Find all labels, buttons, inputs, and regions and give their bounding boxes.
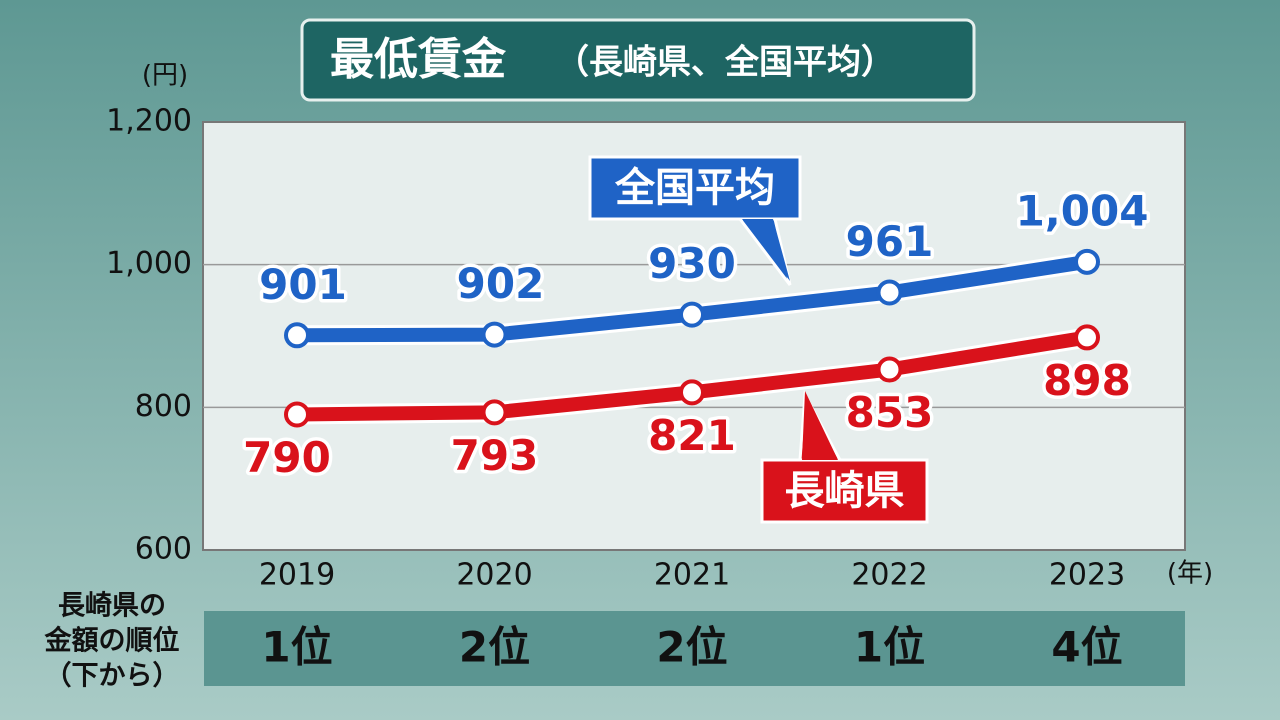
x-tick-label: 2022 bbox=[851, 558, 927, 593]
y-tick-label: 600 bbox=[135, 532, 192, 567]
rank-label: 長崎県の bbox=[58, 591, 166, 622]
data-point bbox=[679, 301, 705, 328]
rank-value: 2位 bbox=[459, 623, 530, 672]
data-point bbox=[284, 322, 310, 349]
rank-bar bbox=[204, 611, 1185, 686]
value-label: 901 bbox=[259, 260, 347, 309]
rank-value: 2位 bbox=[656, 623, 727, 672]
title-box bbox=[300, 18, 976, 102]
rank-value: 1位 bbox=[261, 623, 332, 672]
value-label: 793 bbox=[451, 431, 539, 480]
value-label: 930 bbox=[648, 239, 736, 288]
legend-box bbox=[760, 458, 929, 524]
chart-subtitle: （長崎県、全国平均） bbox=[555, 43, 895, 83]
value-label: 821 bbox=[648, 411, 736, 460]
x-tick-label: 2020 bbox=[456, 558, 532, 593]
value-label: 790 bbox=[243, 433, 331, 482]
data-point bbox=[481, 399, 508, 426]
legend-box bbox=[588, 155, 802, 221]
data-point bbox=[679, 379, 705, 406]
x-tick-label: 2019 bbox=[259, 558, 335, 593]
y-tick-label: 1,000 bbox=[106, 246, 192, 281]
data-point bbox=[876, 356, 903, 383]
value-label: 898 bbox=[1043, 356, 1131, 405]
x-unit: (年) bbox=[1167, 559, 1213, 589]
x-tick-label: 2021 bbox=[654, 558, 730, 593]
data-point bbox=[284, 401, 310, 428]
legend-pointer-fill bbox=[742, 219, 790, 281]
y-tick-label: 1,200 bbox=[106, 104, 192, 139]
rank-label: 金額の順位 bbox=[44, 625, 180, 657]
value-label: 1,004 bbox=[1016, 186, 1149, 235]
legend-pointer-fill bbox=[802, 391, 838, 460]
x-tick-label: 2023 bbox=[1049, 558, 1125, 593]
rank-value: 4位 bbox=[1051, 623, 1122, 672]
value-label: 902 bbox=[457, 259, 545, 308]
rank-label: （下から） bbox=[45, 661, 180, 692]
y-tick-label: 800 bbox=[135, 389, 192, 424]
data-point bbox=[481, 321, 508, 348]
data-point bbox=[1074, 248, 1100, 275]
legend-label: 長崎県 bbox=[785, 468, 905, 514]
data-point bbox=[876, 279, 903, 306]
value-label: 853 bbox=[846, 388, 934, 437]
legend-label: 全国平均 bbox=[614, 165, 775, 211]
data-point bbox=[1074, 324, 1100, 351]
chart-title: 最低賃金 bbox=[330, 34, 507, 85]
value-label: 961 bbox=[846, 217, 934, 266]
y-unit: (円) bbox=[142, 61, 188, 91]
rank-value: 1位 bbox=[854, 623, 925, 672]
